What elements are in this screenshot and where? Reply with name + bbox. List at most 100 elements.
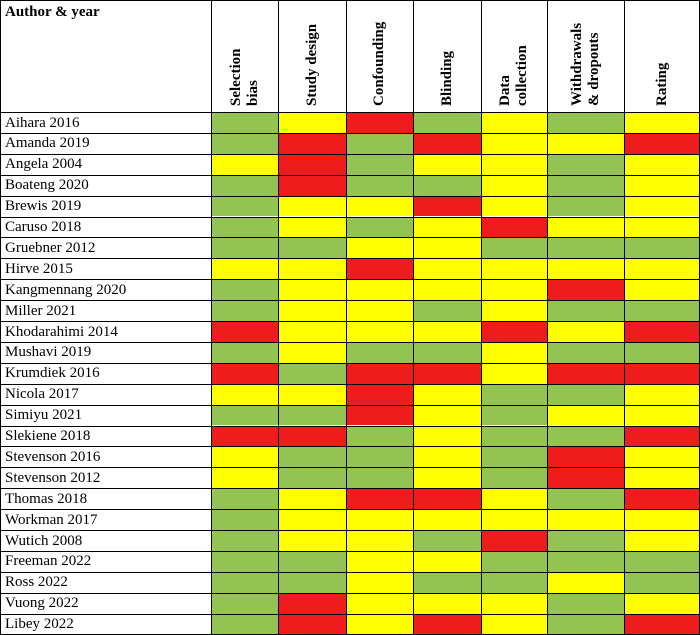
- rating-cell: [547, 279, 624, 301]
- column-divider: [0, 0, 1, 635]
- rating-cell: [624, 174, 700, 196]
- rating-cell: [278, 530, 346, 551]
- rating-cell: [413, 153, 481, 175]
- column-header: Withdrawals & dropouts: [547, 0, 624, 112]
- rating-cell: [624, 112, 700, 133]
- column-header-label: Study design: [303, 23, 320, 106]
- rating-cell: [211, 530, 278, 551]
- rating-cell: [413, 174, 481, 196]
- rating-cell: [346, 425, 413, 447]
- rating-cell: [278, 132, 346, 154]
- rating-cell: [481, 195, 547, 217]
- rating-cell: [413, 509, 481, 530]
- rating-cell: [413, 362, 481, 384]
- author-year-cell: Wutich 2008: [5, 532, 83, 549]
- row-divider: [0, 112, 700, 113]
- rating-cell: [547, 132, 624, 154]
- row-divider: [0, 488, 700, 489]
- column-header-label: Withdrawals & dropouts: [568, 22, 602, 106]
- author-year-cell: Freeman 2022: [5, 553, 92, 570]
- column-header: Selection bias: [211, 0, 278, 112]
- rating-cell: [481, 425, 547, 447]
- rating-cell: [211, 550, 278, 572]
- author-year-cell: Slekiene 2018: [5, 428, 91, 444]
- column-divider: [624, 0, 625, 635]
- rating-cell: [346, 112, 413, 133]
- rating-cell: [346, 613, 413, 635]
- rating-cell: [346, 279, 413, 301]
- rating-cell: [624, 383, 700, 405]
- rating-cell: [624, 258, 700, 280]
- rating-cell: [481, 300, 547, 321]
- row-divider: [0, 175, 700, 176]
- rating-cell: [346, 132, 413, 154]
- rating-cell: [211, 488, 278, 510]
- row-divider: [0, 363, 700, 364]
- rating-cell: [413, 321, 481, 342]
- rating-cell: [413, 258, 481, 280]
- rating-cell: [413, 132, 481, 154]
- rating-cell: [481, 550, 547, 572]
- row-divider: [0, 258, 700, 259]
- rating-cell: [547, 509, 624, 530]
- rating-cell: [278, 467, 346, 489]
- author-year-cell: Vuong 2022: [5, 595, 79, 612]
- row-divider: [0, 237, 700, 238]
- rating-cell: [211, 592, 278, 614]
- rating-cell: [211, 362, 278, 384]
- column-header: Data collection: [481, 0, 547, 112]
- rating-cell: [624, 509, 700, 530]
- rating-cell: [346, 571, 413, 593]
- rating-cell: [413, 550, 481, 572]
- row-divider: [0, 509, 700, 510]
- row-divider: [0, 426, 700, 427]
- rating-cell: [211, 383, 278, 405]
- rating-cell: [346, 550, 413, 572]
- row-divider: [0, 321, 700, 322]
- rating-cell: [278, 174, 346, 196]
- rating-cell: [624, 488, 700, 510]
- rating-cell: [547, 446, 624, 468]
- rating-cell: [624, 216, 700, 238]
- column-header: Confounding: [346, 0, 413, 112]
- rating-cell: [211, 404, 278, 426]
- rating-cell: [346, 467, 413, 489]
- rating-cell: [278, 550, 346, 572]
- rating-cell: [624, 300, 700, 321]
- column-header-label: Rating: [653, 62, 670, 106]
- rating-cell: [547, 404, 624, 426]
- rating-cell: [547, 216, 624, 238]
- rating-cell: [547, 321, 624, 342]
- rating-cell: [481, 237, 547, 259]
- author-year-cell: Boateng 2020: [5, 177, 89, 194]
- rating-cell: [278, 488, 346, 510]
- rating-cell: [547, 571, 624, 593]
- rating-cell: [211, 571, 278, 593]
- rating-cell: [278, 571, 346, 593]
- rating-cell: [211, 321, 278, 342]
- author-year-cell: Stevenson 2012: [5, 469, 101, 486]
- rating-cell: [211, 613, 278, 635]
- column-divider: [547, 0, 548, 635]
- rating-cell: [547, 341, 624, 363]
- rating-cell: [624, 279, 700, 301]
- rating-cell: [481, 132, 547, 154]
- row-divider: [0, 551, 700, 552]
- rating-cell: [624, 613, 700, 635]
- rating-cell: [547, 488, 624, 510]
- rating-cell: [481, 446, 547, 468]
- rating-cell: [278, 509, 346, 530]
- author-year-cell: Angela 2004: [5, 156, 83, 173]
- rating-cell: [481, 112, 547, 133]
- column-header-label: Confounding: [371, 21, 387, 106]
- rating-cell: [346, 258, 413, 280]
- rating-cell: [413, 446, 481, 468]
- rating-cell: [481, 467, 547, 489]
- rating-cell: [624, 195, 700, 217]
- column-header-label: Data collection: [497, 45, 530, 106]
- rating-cell: [346, 404, 413, 426]
- rating-cell: [211, 425, 278, 447]
- rating-cell: [278, 216, 346, 238]
- rating-cell: [278, 341, 346, 363]
- rating-cell: [346, 488, 413, 510]
